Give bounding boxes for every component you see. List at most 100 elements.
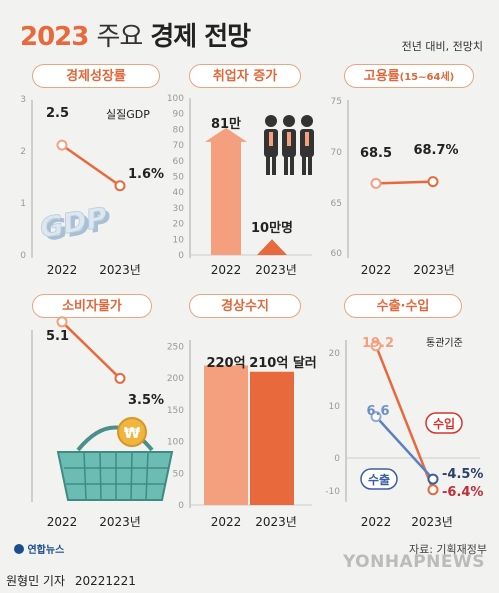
jobs-tick: 60 bbox=[173, 157, 185, 167]
employment-cat-2022: 2022 bbox=[361, 263, 392, 277]
employment-point-2023 bbox=[427, 176, 439, 188]
watermark: YONHAPNEWS bbox=[342, 552, 485, 572]
jobs-tick: 10 bbox=[173, 235, 185, 245]
export-point-2022 bbox=[370, 411, 382, 423]
employment-title: 고용률(15~64세) bbox=[344, 64, 474, 88]
jobs-label-2022: 81만 bbox=[211, 116, 241, 132]
jobs-cat-2023: 2023년 bbox=[255, 263, 297, 277]
current-tick: 150 bbox=[167, 406, 184, 416]
current-account-chart: 0 50 100 150 200 250 220억 210억 달러 2022 2023년 bbox=[167, 340, 317, 529]
cpi-cat-2022: 2022 bbox=[47, 515, 78, 529]
gdp-tick: 1 bbox=[20, 199, 26, 209]
gdp-point-2022 bbox=[56, 139, 68, 151]
export-series-line bbox=[375, 415, 434, 480]
employment-cat-2023: 2023년 bbox=[413, 263, 455, 277]
export-tag-label: 수출 bbox=[368, 472, 390, 487]
current-ticks: 0 50 100 150 200 250 bbox=[167, 342, 184, 511]
credit-author: 원형민 기자 bbox=[6, 574, 66, 588]
trade-tick: 0 bbox=[334, 454, 340, 464]
cpi-label-2022: 5.1 bbox=[46, 329, 69, 344]
logo-icon bbox=[14, 544, 24, 554]
gdp-tick: 2 bbox=[20, 147, 26, 157]
current-label-2022: 220억 bbox=[206, 356, 245, 371]
jobs-tick: 30 bbox=[173, 204, 185, 214]
current-cat-2022: 2022 bbox=[211, 515, 242, 529]
employment-tick: 70 bbox=[331, 148, 343, 158]
gdp-tick: 3 bbox=[20, 95, 26, 105]
trade-title: 수출·수입 bbox=[344, 294, 462, 318]
jobs-tick: 80 bbox=[173, 125, 185, 135]
export-point-2023 bbox=[427, 473, 439, 485]
current-title: 경상수지 bbox=[189, 294, 301, 318]
jobs-tick: 100 bbox=[167, 94, 184, 104]
current-tick: 200 bbox=[167, 374, 184, 384]
gdp-point-2023 bbox=[114, 180, 126, 192]
workers-icon bbox=[264, 115, 314, 175]
gdp-tick: 0 bbox=[20, 251, 26, 261]
current-tick: 100 bbox=[167, 438, 184, 448]
jobs-bar-2023 bbox=[257, 239, 287, 255]
import-label-2022: 19.2 bbox=[362, 336, 394, 351]
employment-label-2023: 68.7% bbox=[413, 143, 458, 158]
trade-tick: -10 bbox=[325, 487, 340, 497]
title-year: 2023 bbox=[20, 22, 89, 52]
gdp-chart: 0 1 2 3 GDP GDP 2.5 1.6% 실질GDP 2022 2023… bbox=[20, 95, 164, 277]
employment-title-sub: (15~64세) bbox=[399, 72, 455, 83]
gdp-label-2022: 2.5 bbox=[46, 106, 69, 121]
jobs-title: 취업자 증가 bbox=[189, 64, 301, 88]
cpi-label-2023: 3.5% bbox=[128, 393, 164, 408]
trade-annotation: 통관기준 bbox=[426, 337, 463, 349]
jobs-ticks: 0 10 20 30 40 50 60 70 80 90 100 bbox=[167, 94, 184, 261]
export-tag bbox=[360, 468, 398, 490]
cpi-point-2022 bbox=[56, 316, 68, 328]
current-tick: 250 bbox=[167, 342, 184, 352]
credit-date: 20221221 bbox=[74, 574, 136, 588]
title-mid: 주요 bbox=[96, 22, 143, 52]
gdp-label-2023: 1.6% bbox=[128, 167, 164, 182]
won-symbol: ₩ bbox=[124, 424, 141, 442]
cpi-series-line bbox=[61, 320, 121, 380]
import-tag bbox=[425, 412, 463, 434]
current-tick: 50 bbox=[173, 469, 185, 479]
employment-chart: 60 65 70 75 68.5 68.7% 2022 2023년 bbox=[331, 97, 459, 277]
import-label-2023: -6.4% bbox=[442, 485, 483, 500]
source-text: 자료: 기획재정부 bbox=[408, 543, 487, 556]
employment-tick: 65 bbox=[331, 199, 342, 209]
import-point-2022 bbox=[370, 340, 382, 352]
export-label-2023: -4.5% bbox=[442, 467, 483, 482]
trade-cat-2023: 2023년 bbox=[411, 515, 453, 529]
basket-icon: ₩ bbox=[56, 417, 174, 501]
jobs-label-2023: 10만명 bbox=[251, 220, 293, 236]
employment-point-2022 bbox=[370, 177, 382, 189]
employment-tick: 60 bbox=[331, 249, 343, 259]
cpi-chart: ₩ 5.1 3.5% 2022 2023년 bbox=[31, 316, 174, 529]
import-tag-label: 수입 bbox=[433, 417, 455, 431]
trade-chart: -10 0 10 20 19.2 6.6 -4.5% -6.4% 통관기준 수입… bbox=[325, 336, 483, 529]
jobs-chart: 0 10 20 30 40 50 60 70 80 90 100 81만 10만명 2022 202… bbox=[167, 94, 314, 277]
current-cat-2023: 2023년 bbox=[255, 515, 297, 529]
trade-tick: 10 bbox=[329, 402, 341, 412]
jobs-tick: 20 bbox=[173, 220, 185, 230]
jobs-bar-2022 bbox=[205, 127, 247, 255]
current-tick: 0 bbox=[178, 501, 184, 511]
gdp-series-line bbox=[61, 144, 121, 187]
jobs-tick: 50 bbox=[173, 173, 185, 183]
gdp-title: 경제성장률 bbox=[32, 64, 160, 88]
current-bar-2023 bbox=[250, 371, 294, 505]
gdp-cat-2023: 2023년 bbox=[99, 263, 141, 277]
title-end: 경제 전망 bbox=[150, 22, 251, 52]
current-bar-2022 bbox=[204, 365, 248, 505]
import-series-line bbox=[374, 345, 435, 491]
trade-tick: 20 bbox=[329, 349, 341, 359]
export-label-2022: 6.6 bbox=[366, 404, 389, 419]
jobs-tick: 40 bbox=[173, 188, 185, 198]
current-label-2023: 210억 달러 bbox=[249, 355, 317, 371]
employment-title-main: 고용률 bbox=[363, 69, 400, 84]
jobs-cat-2022: 2022 bbox=[211, 263, 242, 277]
publisher-logo: 연합뉴스 bbox=[14, 541, 64, 556]
gdp-annotation: 실질GDP bbox=[106, 108, 150, 121]
employment-tick: 75 bbox=[331, 97, 342, 107]
cpi-point-2023 bbox=[114, 372, 126, 384]
jobs-tick: 90 bbox=[173, 110, 185, 120]
